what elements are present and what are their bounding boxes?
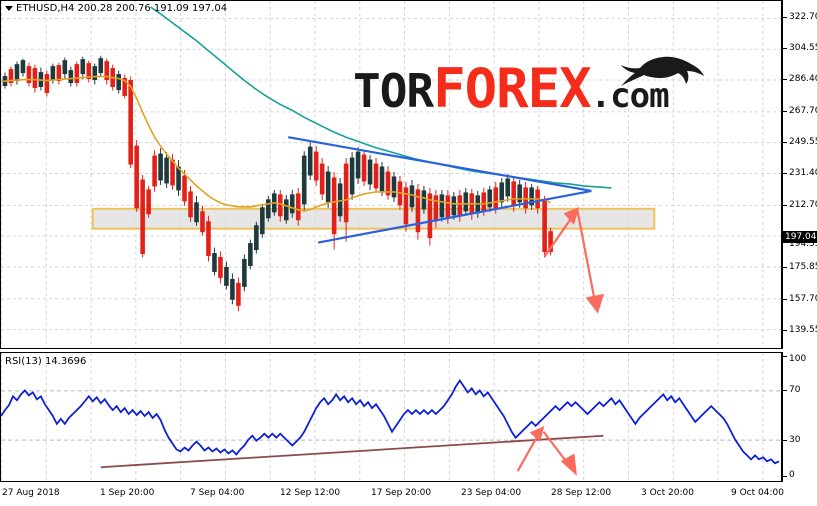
support-resistance-band [91,207,656,230]
bull-icon [621,56,704,86]
time-axis-label: 27 Aug 2018 [2,488,60,498]
ma-fast-line [1,75,551,212]
rsi-plot [1,353,781,481]
price-axis-label: 139.55 [789,325,817,335]
price-plot [1,1,781,348]
time-axis[interactable]: 27 Aug 2018 1 Sep 20:00 7 Sep 04:00 12 S… [0,483,817,506]
price-axis-label: 286.40 [789,74,817,84]
rsi-header: RSI(13) 14.3696 [5,356,87,367]
price-chart-panel[interactable]: TORFOREX.com [0,0,782,349]
time-axis-label: 17 Sep 20:00 [371,488,432,498]
up-arrow-shaft [543,217,573,258]
rsi-down-arrow-shaft [542,431,569,464]
rsi-trendline [100,434,604,469]
down-arrow-head [585,293,605,314]
time-axis-label: 9 Oct 04:00 [731,488,784,498]
chevron-down-icon[interactable] [5,5,13,11]
price-axis-label: 231.40 [789,168,817,178]
time-axis-label: 3 Oct 20:00 [641,488,694,498]
rsi-axis-label: 100 [789,354,807,364]
price-axis-label: 249.55 [789,137,817,147]
rsi-axis-label: 70 [789,385,801,395]
trendline-upper [288,136,592,192]
rsi-axis-label: 30 [789,435,801,445]
symbol-header-text: ETHUSD,H4 200.28 200.76 191.09 197.04 [16,3,228,14]
price-axis-label: 194.55 [789,239,817,249]
rsi-axis[interactable]: 100 70 30 0 [782,352,817,482]
trendlines [288,136,592,244]
price-axis-label: 157.70 [789,294,817,304]
up-arrow-head [563,206,580,225]
rsi-line [1,378,780,465]
price-axis[interactable]: 322.70 304.55 286.40 267.70 249.55 231.4… [782,0,817,349]
down-arrow-shaft [576,210,596,300]
trendline-lower [317,189,592,244]
price-axis-label: 267.70 [789,106,817,116]
rsi-chart-panel[interactable] [0,352,782,482]
rsi-axis-label: 0 [789,470,795,480]
time-axis-label: 23 Sep 04:00 [461,488,522,498]
rsi-up-arrow-shaft [516,435,539,472]
rsi-forecast-arrows [516,425,577,476]
price-axis-label: 304.55 [789,43,817,53]
price-axis-label: 212.70 [789,200,817,210]
symbol-header: ETHUSD,H4 200.28 200.76 191.09 197.04 [5,3,227,14]
rsi-down-arrow-head [560,453,577,476]
time-axis-label: 12 Sep 12:00 [280,488,341,498]
price-axis-label: 322.70 [789,12,817,22]
time-axis-label: 7 Sep 04:00 [190,488,245,498]
current-price-tag: 197.04 [783,231,817,243]
time-axis-label: 1 Sep 20:00 [100,488,155,498]
time-axis-label: 28 Sep 12:00 [551,488,612,498]
price-axis-label: 175.85 [789,262,817,272]
rsi-up-arrow-head [529,425,545,442]
forecast-arrows [543,206,605,314]
